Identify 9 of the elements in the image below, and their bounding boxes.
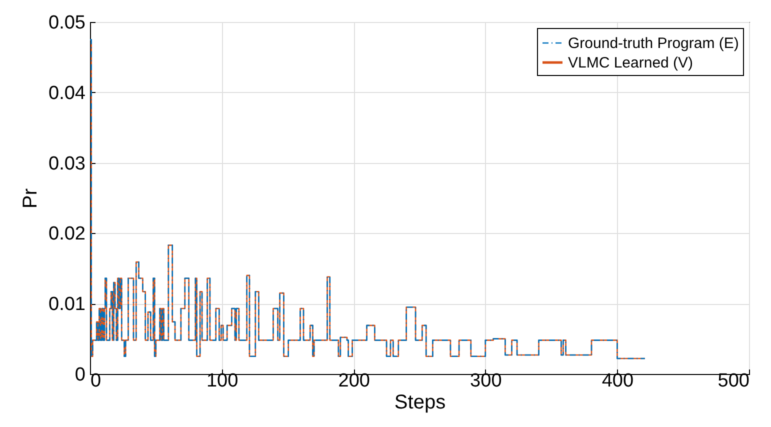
y-tick-label: 0.05 xyxy=(48,12,86,34)
legend-label: VLMC Learned (V) xyxy=(568,54,694,72)
y-tick-label: 0.02 xyxy=(48,224,86,245)
y-tick-label: 0.03 xyxy=(48,153,86,174)
x-axis-title: Steps xyxy=(394,392,446,414)
y-tick-label: 0.04 xyxy=(48,82,86,104)
legend-label: Ground-truth Program (E) xyxy=(568,35,739,52)
y-tick-label: 0.01 xyxy=(48,294,86,316)
y-axis-title: Pr xyxy=(20,188,42,208)
